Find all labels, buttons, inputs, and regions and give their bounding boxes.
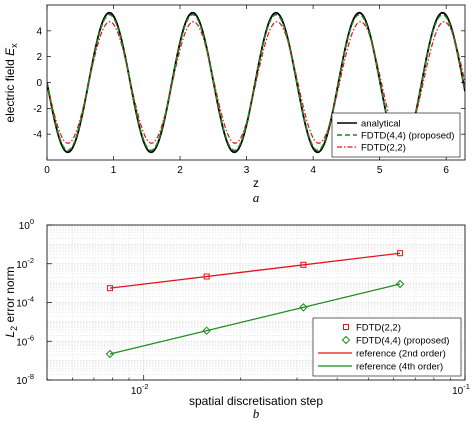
fdtd44-point	[202, 326, 211, 335]
panel-b-chart: 10-2 10-1 10-8 10-6 10-4 10-2 100 spatial disc…	[3, 217, 470, 421]
fdtd22-point	[397, 250, 404, 257]
legend-a-fdtd44-label: FDTD(4,4) (proposed)	[361, 131, 454, 142]
a-y-tick-label: -4	[33, 130, 42, 141]
a-x-tick-label: 0	[44, 165, 50, 176]
b-x-tick-label: 10-2	[131, 382, 149, 397]
legend-b-fdtd44-marker	[341, 335, 351, 345]
a-x-tick-label: 2	[177, 165, 183, 176]
a-y-tick-label: 0	[36, 78, 42, 89]
b-y-tick-label: 100	[19, 217, 34, 232]
fdtd44-point	[395, 279, 405, 289]
reference-4th-order-line	[109, 283, 401, 355]
a-x-tick-label: 1	[111, 165, 117, 176]
legend-b-fdtd22-marker	[343, 324, 349, 330]
b-y-tick-label: 10-6	[16, 333, 34, 348]
panel-a-xlabel: z	[253, 176, 259, 190]
a-y-tick-label: -2	[33, 104, 42, 115]
legend-a-analytical-label: analytical	[361, 119, 401, 130]
fdtd22-point	[203, 273, 210, 280]
panel-b-label: b	[253, 406, 260, 421]
fdtd22-point	[300, 261, 307, 268]
legend-b-ref4-label: reference (4th order)	[356, 362, 443, 373]
legend-b-fdtd22-label: FDTD(2,2)	[356, 323, 401, 334]
reference-2nd-order-line	[109, 252, 401, 289]
b-y-tick-label: 10-2	[16, 256, 34, 271]
fdtd22-point	[106, 285, 113, 292]
b-y-tick-label: 10-4	[16, 295, 34, 310]
a-y-tick-label: 2	[36, 52, 42, 63]
a-x-tick-label: 4	[310, 165, 316, 176]
b-x-tick-label: 10-1	[452, 382, 470, 397]
b-y-tick-label: 10-8	[16, 372, 34, 387]
a-x-tick-label: 6	[443, 165, 449, 176]
panel-b-legend: FDTD(2,2) FDTD(4,4) (proposed) reference…	[312, 317, 462, 377]
panel-a-label: a	[253, 190, 260, 205]
legend-a-fdtd22-label: FDTD(2,2)	[361, 143, 406, 154]
a-x-tick-label: 5	[377, 165, 383, 176]
a-y-tick-label: 4	[36, 26, 42, 37]
fdtd44-point	[299, 303, 308, 312]
a-x-tick-label: 3	[244, 165, 250, 176]
panel-b-ylabel: L2 error norm	[3, 266, 19, 337]
legend-b-ref2-label: reference (2nd order)	[356, 349, 446, 360]
panel-a-legend: analytical FDTD(4,4) (proposed) FDTD(2,2…	[331, 112, 461, 158]
fdtd44-point	[105, 349, 115, 359]
panel-a-ylabel: electric field Ex	[3, 43, 19, 123]
legend-b-fdtd44-label: FDTD(4,4) (proposed)	[356, 336, 449, 347]
panel-a-chart: 0 1 2 3 4 5 6 -4 -2 0 2 4 z electric field Ex a ana…	[3, 4, 466, 205]
panel-b-xlabel: spatial discretisation step	[189, 394, 323, 408]
